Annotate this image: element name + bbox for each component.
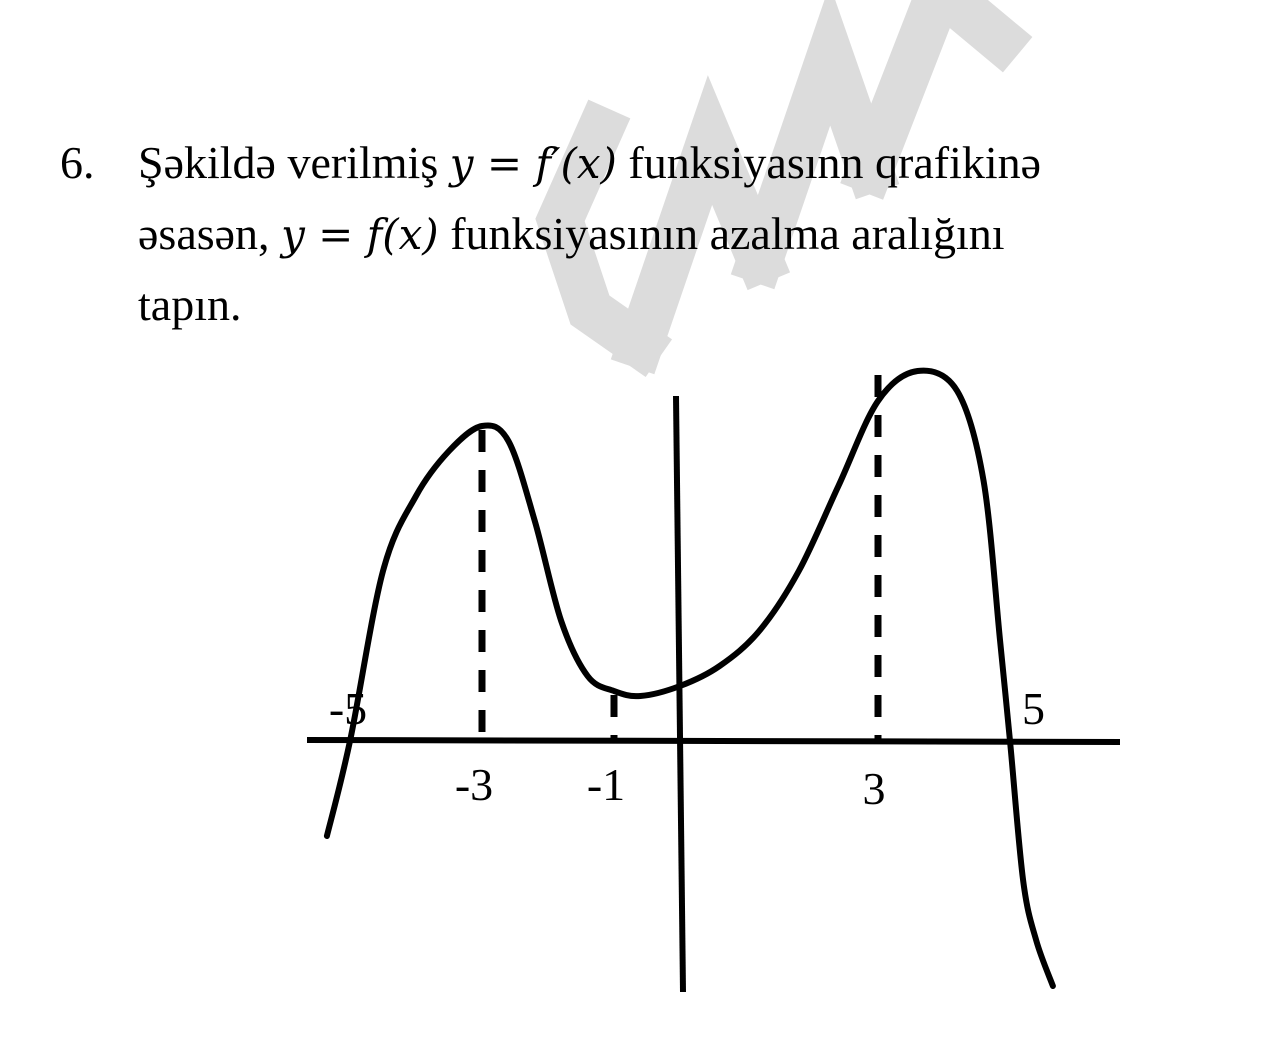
x-tick-label: 5 bbox=[1022, 683, 1045, 734]
x-tick-label: -5 bbox=[329, 683, 367, 734]
problem-text: Şəkildə verilmiş y = f′(x) funksiyasınn … bbox=[138, 128, 1258, 340]
problem-line-2-prefix: əsasən, bbox=[138, 208, 282, 259]
x-tick-label: -1 bbox=[587, 759, 625, 810]
problem-line-2: əsasən, y = f(x) funksiyasının azalma ar… bbox=[138, 199, 1258, 270]
x-tick-labels: -5 -3 -1 3 5 bbox=[329, 683, 1045, 814]
y-axis bbox=[673, 395, 686, 993]
x-tick-label: -3 bbox=[455, 759, 493, 810]
derivative-expression: y = f′(x) bbox=[449, 139, 617, 188]
problem-line-2-suffix: funksiyasının azalma aralığını bbox=[438, 208, 1005, 259]
x-tick-label: 3 bbox=[863, 763, 886, 814]
dashed-guides bbox=[478, 375, 882, 741]
derivative-curve bbox=[323, 367, 1056, 989]
problem-line-1-suffix: funksiyasınn qrafikinə bbox=[616, 137, 1042, 188]
function-expression: y = f(x) bbox=[281, 210, 439, 259]
problem-line-1-prefix: Şəkildə verilmiş bbox=[138, 137, 450, 188]
problem-number: 6. bbox=[60, 137, 95, 188]
x-axis bbox=[306, 737, 1121, 745]
problem-line-1: Şəkildə verilmiş y = f′(x) funksiyasınn … bbox=[138, 128, 1258, 199]
problem-line-3: tapın. bbox=[138, 279, 242, 330]
